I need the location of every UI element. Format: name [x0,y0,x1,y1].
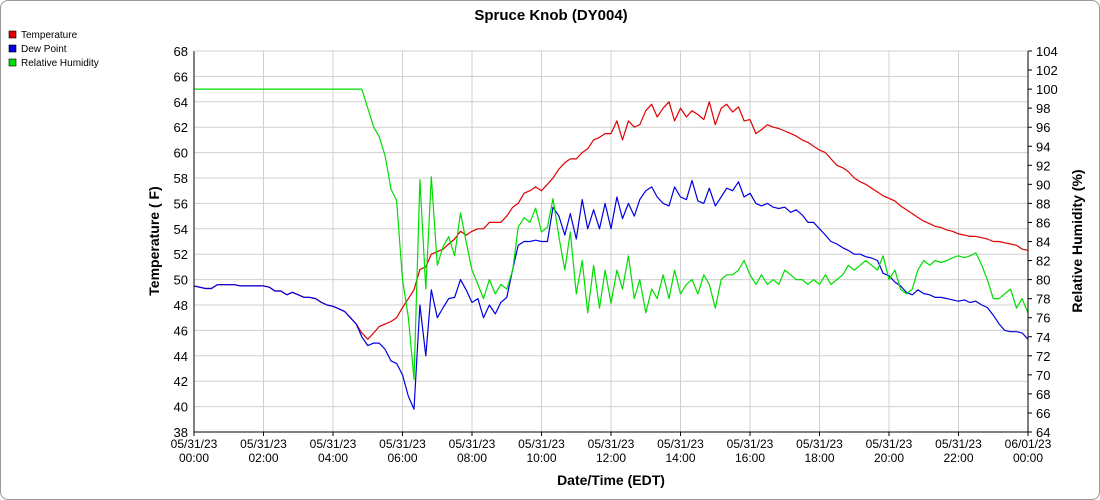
y-tick-right: 84 [1036,235,1050,250]
y-tick-left: 38 [174,425,188,440]
x-tick-time: 12:00 [596,451,626,465]
y-tick-right: 104 [1036,44,1058,59]
x-tick-time: 00:00 [1013,451,1043,465]
x-axis-title: Date/Time (EDT) [557,472,665,488]
y-tick-right: 102 [1036,63,1058,78]
legend-swatch-temperature [8,30,17,39]
y-tick-left: 42 [174,374,188,389]
y-tick-right: 92 [1036,158,1050,173]
x-tick-date: 05/31/23 [518,437,565,451]
legend-swatch-relative-humidity [8,58,17,67]
y-tick-right: 86 [1036,215,1050,230]
y-tick-right: 74 [1036,330,1050,345]
x-tick-date: 05/31/23 [727,437,774,451]
y-tick-right: 80 [1036,273,1050,288]
x-tick-time: 00:00 [179,451,209,465]
temperature-line [193,101,1029,340]
y-tick-left: 58 [174,171,188,186]
x-tick-date: 05/31/23 [449,437,496,451]
y-tick-left: 52 [174,247,188,262]
y-tick-left: 46 [174,323,188,338]
x-tick-date: 05/31/23 [866,437,913,451]
x-tick-date: 05/31/23 [796,437,843,451]
y-tick-right: 82 [1036,254,1050,269]
x-tick-date: 06/01/23 [1005,437,1052,451]
x-tick-time: 10:00 [526,451,556,465]
y-tick-right: 100 [1036,82,1058,97]
y-tick-left: 44 [174,349,188,364]
x-tick-date: 05/31/23 [657,437,704,451]
y-tick-left: 54 [174,222,188,237]
y-tick-left: 62 [174,120,188,135]
y-tick-right: 64 [1036,425,1050,440]
y-tick-left: 50 [174,273,188,288]
y-axis-title-left: Temperature ( F) [146,186,162,295]
y-tick-right: 94 [1036,139,1050,154]
x-tick-date: 05/31/23 [240,437,287,451]
x-tick-time: 06:00 [387,451,417,465]
legend: Temperature Dew Point Relative Humidity [8,30,99,69]
x-tick-time: 02:00 [248,451,278,465]
x-tick-time: 20:00 [874,451,904,465]
series-layer [193,88,1029,410]
legend-label-dew-point: Dew Point [21,44,67,55]
y-tick-left: 68 [174,44,188,59]
x-tick-time: 08:00 [457,451,487,465]
y-tick-right: 72 [1036,349,1050,364]
x-tick-date: 05/31/23 [379,437,426,451]
x-tick-date: 05/31/23 [935,437,982,451]
y-tick-left: 40 [174,400,188,415]
chart-title: Spruce Knob (DY004) [474,7,627,24]
x-tick-date: 05/31/23 [171,437,218,451]
legend-label-temperature: Temperature [21,30,78,41]
x-tick-date: 05/31/23 [310,437,357,451]
y-tick-right: 76 [1036,311,1050,326]
y-tick-right: 68 [1036,387,1050,402]
y-tick-right: 90 [1036,177,1050,192]
x-tick-time: 14:00 [665,451,695,465]
y-tick-right: 88 [1036,196,1050,211]
x-tick-time: 16:00 [735,451,765,465]
y-tick-left: 66 [174,69,188,84]
x-tick-time: 04:00 [318,451,348,465]
y-tick-right: 96 [1036,120,1050,135]
legend-swatch-dew-point [8,44,17,53]
x-tick-time: 22:00 [943,451,973,465]
y-tick-right: 70 [1036,368,1050,383]
x-tick-time: 18:00 [804,451,834,465]
y-tick-left: 64 [174,95,188,110]
grid [193,50,1029,433]
y-tick-left: 60 [174,146,188,161]
x-tick-date: 05/31/23 [588,437,635,451]
y-tick-left: 56 [174,196,188,211]
y-tick-right: 66 [1036,406,1050,421]
y-tick-right: 98 [1036,101,1050,116]
relative-humidity-line [194,88,1029,381]
axes: 38 40 42 44 46 48 50 52 54 56 58 60 62 64 66 68 64 66 68 70… [171,44,1058,465]
legend-label-relative-humidity: Relative Humidity [21,58,99,69]
y-tick-right: 78 [1036,292,1050,307]
y-tick-left: 48 [174,298,188,313]
dew-point-line [193,179,1029,410]
y-axis-title-right: Relative Humidity (%) [1069,169,1085,312]
